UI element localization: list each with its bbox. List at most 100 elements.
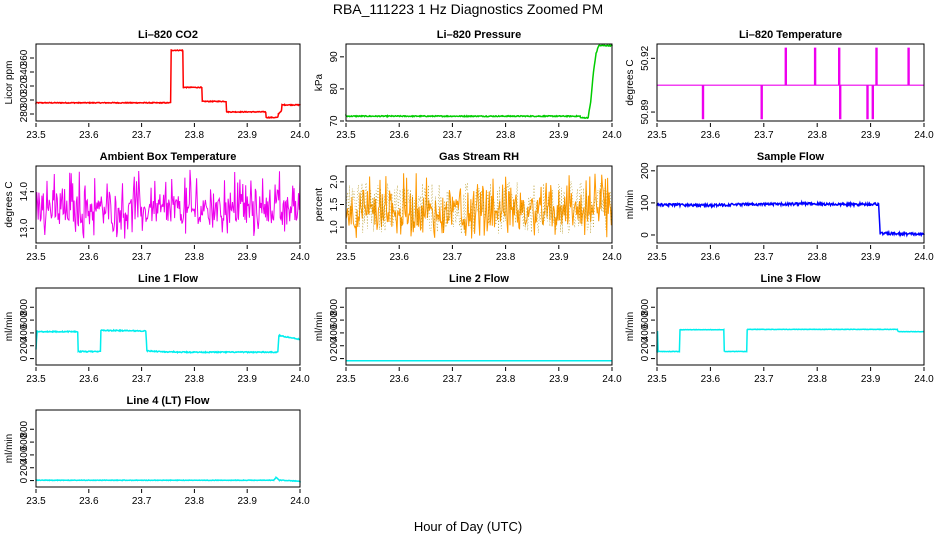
y-tick-label: 200 bbox=[640, 162, 651, 179]
y-tick-label: 90 bbox=[329, 51, 340, 63]
series-line bbox=[345, 43, 613, 120]
panel-title: Li–820 CO2 bbox=[138, 29, 198, 41]
y-tick-label: 14.0 bbox=[19, 181, 30, 201]
x-tick-label: 23.5 bbox=[647, 374, 667, 385]
x-tick-label: 23.8 bbox=[185, 496, 205, 507]
y-tick-label: 320 bbox=[19, 77, 30, 94]
x-tick-label: 23.9 bbox=[549, 374, 569, 385]
plot-frame bbox=[656, 165, 925, 244]
x-tick-label: 24.0 bbox=[914, 374, 934, 385]
x-tick-label: 24.0 bbox=[914, 130, 934, 141]
series-dots bbox=[345, 180, 613, 234]
x-tick-label: 23.6 bbox=[389, 252, 409, 263]
y-tick-label: 0 bbox=[329, 355, 340, 361]
series-line bbox=[35, 475, 301, 483]
y-axis-label: percent bbox=[314, 188, 325, 222]
y-tick-label: 300 bbox=[19, 91, 30, 108]
y-tick-label: 340 bbox=[19, 63, 30, 80]
x-tick-label: 23.8 bbox=[496, 374, 516, 385]
y-tick-label: 1.5 bbox=[329, 197, 340, 211]
y-axis-label: kPa bbox=[314, 73, 325, 91]
panel-title: Ambient Box Temperature bbox=[100, 151, 237, 163]
y-tick-label: 400 bbox=[640, 324, 651, 341]
x-tick-label: 23.8 bbox=[807, 252, 827, 263]
plot-frame bbox=[35, 409, 301, 488]
x-tick-label: 23.5 bbox=[336, 252, 356, 263]
x-tick-label: 23.9 bbox=[237, 496, 257, 507]
chart-panel-6: Sample Flow ml/min 23.5 23.6 23.7 23.8 23.9 24.… bbox=[625, 151, 934, 263]
x-tick-label: 23.9 bbox=[237, 374, 257, 385]
x-tick-label: 23.6 bbox=[389, 130, 409, 141]
y-tick-label: 80 bbox=[329, 83, 340, 95]
plot-frame bbox=[345, 165, 613, 244]
x-tick-label: 23.6 bbox=[701, 374, 721, 385]
panel-title: Li–820 Temperature bbox=[739, 29, 842, 41]
y-tick-label: 50.92 bbox=[640, 45, 651, 70]
y-tick-label: 400 bbox=[19, 446, 30, 463]
y-tick-label: 600 bbox=[19, 311, 30, 328]
x-tick-label: 23.7 bbox=[132, 130, 152, 141]
chart-panel-7: Line 1 Flow ml/min 23.5 23.6 23.7 23.8 23.9 24.… bbox=[4, 273, 310, 385]
y-tick-label: 0 bbox=[640, 232, 651, 238]
y-axis-label: ml/min bbox=[314, 312, 325, 341]
series-line bbox=[35, 48, 301, 119]
x-tick-label: 23.5 bbox=[647, 130, 667, 141]
chart-panel-10: Line 4 (LT) Flow ml/min 23.5 23.6 23.7 23.8 23… bbox=[4, 395, 310, 507]
x-tick-label: 23.9 bbox=[237, 130, 257, 141]
x-tick-label: 23.7 bbox=[754, 252, 774, 263]
x-tick-label: 23.7 bbox=[132, 374, 152, 385]
x-tick-label: 23.7 bbox=[443, 130, 463, 141]
x-tick-label: 23.5 bbox=[336, 374, 356, 385]
x-tick-label: 23.7 bbox=[443, 374, 463, 385]
y-tick-label: 600 bbox=[329, 311, 340, 328]
x-tick-label: 23.6 bbox=[701, 252, 721, 263]
y-tick-label: 400 bbox=[329, 324, 340, 341]
y-tick-label: 800 bbox=[640, 298, 651, 315]
y-tick-label: 200 bbox=[19, 459, 30, 476]
x-tick-label: 23.7 bbox=[754, 374, 774, 385]
chart-panel-1: Li–820 CO2 Licor ppm 23.5 23.6 23.7 23.8 23.9 2… bbox=[4, 29, 310, 141]
x-tick-label: 24.0 bbox=[290, 496, 310, 507]
x-tick-label: 23.9 bbox=[549, 252, 569, 263]
x-tick-label: 23.6 bbox=[701, 130, 721, 141]
x-tick-label: 24.0 bbox=[602, 374, 622, 385]
x-tick-label: 23.8 bbox=[496, 130, 516, 141]
chart-panel-3: Li–820 Temperature degrees C 23.5 23.6 23.7 2… bbox=[625, 29, 934, 141]
panel-title: Sample Flow bbox=[757, 151, 825, 163]
y-tick-label: 70 bbox=[329, 115, 340, 127]
series-line bbox=[35, 169, 301, 239]
y-tick-label: 280 bbox=[19, 105, 30, 122]
plot-frame bbox=[35, 287, 301, 366]
x-tick-label: 23.8 bbox=[807, 130, 827, 141]
y-tick-label: 200 bbox=[19, 337, 30, 354]
y-axis-label: Licor ppm bbox=[4, 61, 15, 105]
x-tick-label: 23.5 bbox=[26, 130, 46, 141]
plot-frame bbox=[35, 165, 301, 244]
y-tick-label: 360 bbox=[19, 49, 30, 66]
x-tick-label: 24.0 bbox=[602, 130, 622, 141]
chart-panel-2: Li–820 Pressure kPa 23.5 23.6 23.7 23.8 23.9 24… bbox=[314, 29, 622, 141]
y-axis-label: ml/min bbox=[4, 312, 15, 341]
plot-frame bbox=[656, 287, 925, 366]
y-axis-label: degrees C bbox=[625, 59, 636, 105]
y-tick-label: 200 bbox=[329, 337, 340, 354]
chart-panel-8: Line 2 Flow ml/min 23.5 23.6 23.7 23.8 23.9 24.… bbox=[314, 273, 622, 385]
x-tick-label: 23.9 bbox=[861, 130, 881, 141]
panel-title: Line 4 (LT) Flow bbox=[127, 395, 210, 407]
y-tick-label: 50.89 bbox=[640, 99, 651, 124]
panel-title: Line 2 Flow bbox=[449, 273, 509, 285]
y-tick-label: 0 bbox=[640, 355, 651, 361]
y-tick-label: 0 bbox=[19, 477, 30, 483]
x-tick-label: 23.8 bbox=[807, 374, 827, 385]
plot-frame bbox=[656, 43, 925, 122]
y-tick-label: 200 bbox=[640, 337, 651, 354]
y-tick-label: 13.0 bbox=[19, 218, 30, 238]
x-tick-label: 23.5 bbox=[26, 252, 46, 263]
x-tick-label: 23.6 bbox=[79, 496, 99, 507]
y-axis-label: degrees C bbox=[4, 181, 15, 227]
panel-title: Li–820 Pressure bbox=[437, 29, 521, 41]
x-tick-label: 23.5 bbox=[26, 496, 46, 507]
y-tick-label: 1.0 bbox=[329, 220, 340, 234]
x-tick-label: 23.5 bbox=[26, 374, 46, 385]
x-tick-label: 24.0 bbox=[290, 130, 310, 141]
